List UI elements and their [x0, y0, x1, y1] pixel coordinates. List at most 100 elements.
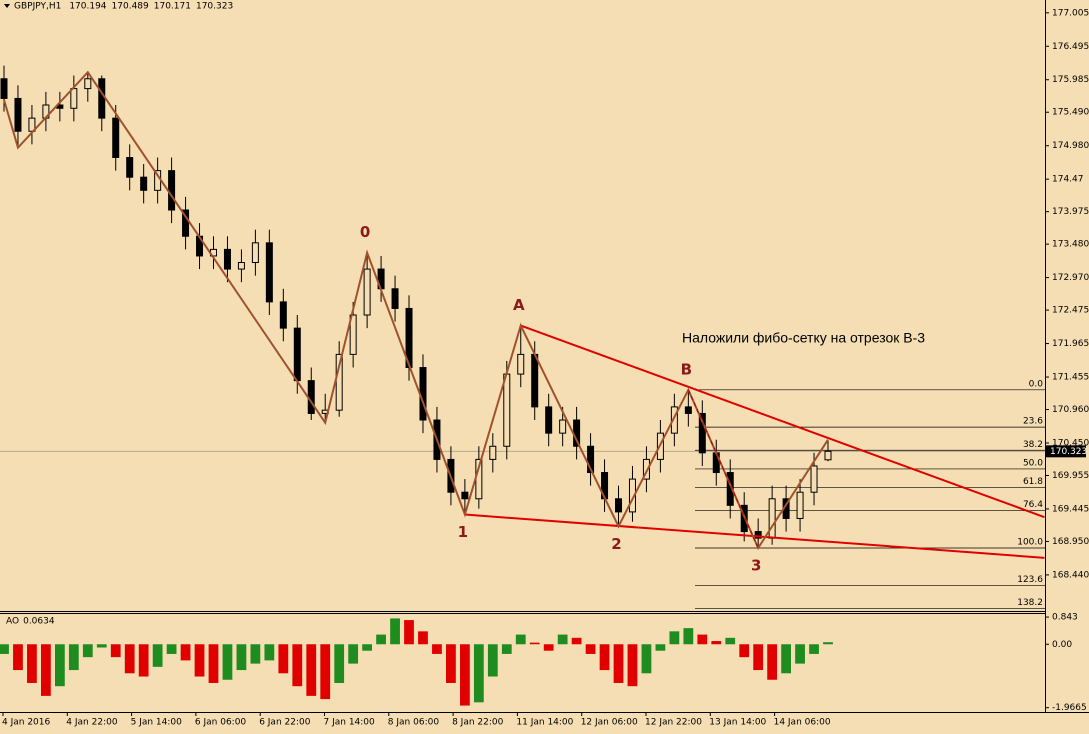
x-tick-label: 12 Jan 06:00 [581, 718, 638, 728]
wave-label: A [513, 296, 525, 314]
candle-body [14, 97, 22, 132]
ao-bar [390, 618, 400, 645]
ao-bar [96, 644, 107, 648]
ao-bar [138, 644, 149, 677]
indicator-value: 0.0634 [23, 617, 55, 627]
candle-body [307, 380, 315, 414]
fibo-label: 50.0 [1023, 458, 1043, 468]
candle-body [140, 176, 148, 191]
candle-body [754, 531, 762, 539]
candle-body [489, 445, 497, 460]
ao-bar [362, 644, 373, 651]
y-tick-label: 177.005 [1052, 8, 1089, 18]
candle-body [796, 491, 804, 519]
y-tick-label: 175.490 [1052, 108, 1089, 118]
ao-bar [697, 634, 708, 645]
x-tick-label: 4 Jan 22:00 [66, 718, 118, 728]
candle-body [168, 170, 176, 211]
candle-body [824, 450, 832, 461]
ao-bar [306, 644, 317, 696]
header-value: 170.194 [69, 2, 106, 12]
ao-bar [501, 644, 512, 654]
candle-body [642, 458, 650, 480]
ao-bar [334, 644, 345, 683]
y-tick-label: 169.445 [1052, 504, 1089, 514]
wave-label: B [681, 360, 692, 378]
ao-bar [571, 637, 582, 645]
ao-bar [236, 644, 247, 671]
candle-body [363, 268, 371, 316]
candle-body [461, 491, 469, 500]
ao-bar [27, 644, 37, 683]
ao-bar [208, 644, 219, 683]
fibo-label: 123.6 [1017, 575, 1043, 585]
y-tick-label: 0.00 [1052, 640, 1072, 650]
x-tick-label: 5 Jan 14:00 [131, 718, 183, 728]
ao-bar [795, 644, 805, 664]
header-value: 170.171 [154, 2, 191, 12]
ao-bar [13, 644, 23, 671]
y-tick-label: 173.975 [1052, 207, 1089, 217]
candle-body [84, 78, 92, 90]
fibo-label: 76.4 [1023, 500, 1043, 510]
ao-bar [41, 644, 51, 696]
chart-title: GBPJPY,H1 [14, 2, 61, 12]
fibo-label: 100.0 [1017, 537, 1043, 547]
y-tick-label: 174.47 [1052, 175, 1084, 185]
ao-bar [655, 644, 666, 651]
ao-bar [641, 644, 652, 674]
y-tick-label: 175.985 [1052, 75, 1089, 85]
y-tick-label: 173.480 [1052, 240, 1089, 250]
ao-bar [739, 644, 750, 658]
ao-bar [627, 644, 638, 687]
ao-bar [110, 644, 121, 658]
ao-bar [68, 644, 79, 671]
annotation: Наложили фибо-сетку на отрезок B-3 [682, 330, 925, 346]
wave-label: 3 [751, 556, 761, 574]
ao-bar [250, 644, 261, 664]
wave-label: 0 [360, 223, 370, 241]
ao-bar [124, 644, 135, 674]
candle-body [615, 498, 623, 513]
ao-bar [529, 642, 540, 645]
x-tick-label: 7 Jan 14:00 [324, 718, 376, 728]
candle-body [223, 248, 231, 270]
y-tick-label: 170.960 [1052, 405, 1089, 415]
candle-body [293, 327, 301, 382]
x-tick-label: 11 Jan 14:00 [516, 718, 573, 728]
trend-line [520, 324, 1045, 519]
y-tick-label: 0.843 [1052, 613, 1078, 623]
ao-bar [711, 641, 722, 645]
ao-bar [473, 644, 484, 703]
fibo-label: 61.8 [1023, 477, 1043, 487]
candle-body [265, 242, 273, 303]
candle-body [545, 406, 553, 434]
candle-body [279, 301, 287, 329]
candle-body [237, 262, 245, 270]
candle-body [810, 465, 818, 493]
ao-bar [515, 634, 526, 645]
ao-bar [418, 631, 428, 645]
ao-bar [222, 644, 233, 680]
x-tick-label: 6 Jan 22:00 [259, 718, 311, 728]
trend-line [464, 513, 1045, 559]
ao-bar [767, 644, 778, 680]
x-tick-label: 4 Jan 2016 [2, 718, 50, 728]
ao-bar [348, 644, 359, 664]
candle-body [768, 498, 776, 539]
ao-bar [557, 634, 568, 645]
current-price-label: 170.323 [1050, 447, 1087, 457]
y-tick-label: 170.450 [1052, 438, 1089, 448]
ao-bar [487, 644, 498, 677]
candle-body [349, 314, 357, 355]
ao-bar [292, 644, 303, 687]
current-price-box [1046, 445, 1086, 458]
ao-bar [585, 644, 596, 654]
candle-body [126, 157, 134, 178]
candle-body [587, 445, 595, 474]
fibo-label: 23.6 [1023, 417, 1043, 427]
ao-bar [166, 644, 177, 654]
ao-bar [613, 644, 624, 683]
candle-body [70, 88, 78, 109]
ao-bar [446, 644, 456, 683]
